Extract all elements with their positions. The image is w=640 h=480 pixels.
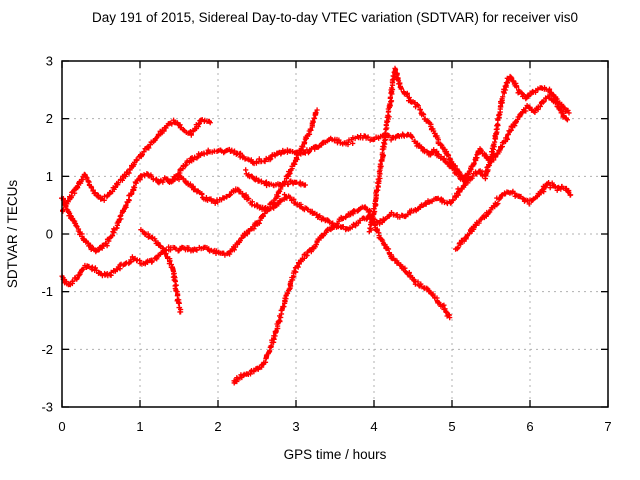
x-tick-label: 4: [370, 419, 377, 434]
y-tick-label: -3: [41, 400, 53, 415]
x-tick-label: 2: [214, 419, 221, 434]
data-series-trace-8: [366, 65, 572, 235]
data-series-trace-6: [168, 173, 474, 233]
x-tick-label: 7: [604, 419, 611, 434]
data-series-trace-9: [453, 180, 574, 252]
x-tick-label: 3: [292, 419, 299, 434]
chart-title: Day 191 of 2015, Sidereal Day-to-day VTE…: [92, 10, 578, 25]
x-tick-label: 6: [526, 419, 533, 434]
y-tick-label: 3: [46, 54, 53, 69]
x-axis-label: GPS time / hours: [284, 447, 387, 462]
y-tick-label: 0: [46, 227, 53, 242]
x-tick-label: 0: [58, 419, 65, 434]
y-tick-label: -1: [41, 284, 53, 299]
y-tick-label: 1: [46, 169, 53, 184]
y-tick-label: -2: [41, 342, 53, 357]
x-tick-label: 1: [136, 419, 143, 434]
data-series-trace-7: [243, 167, 308, 189]
data-series-trace-4: [231, 204, 453, 386]
y-tick-label: 2: [46, 111, 53, 126]
plot-area: 0 1 2 3 4 5 6 7 -3 -2 -1 0 1 2 3: [41, 54, 611, 435]
data-series-trace-1: [60, 117, 213, 214]
x-tick-label: 5: [448, 419, 455, 434]
data-series-trace-5: [138, 227, 184, 315]
y-axis-label: SDTVAR / TECUs: [5, 180, 20, 289]
